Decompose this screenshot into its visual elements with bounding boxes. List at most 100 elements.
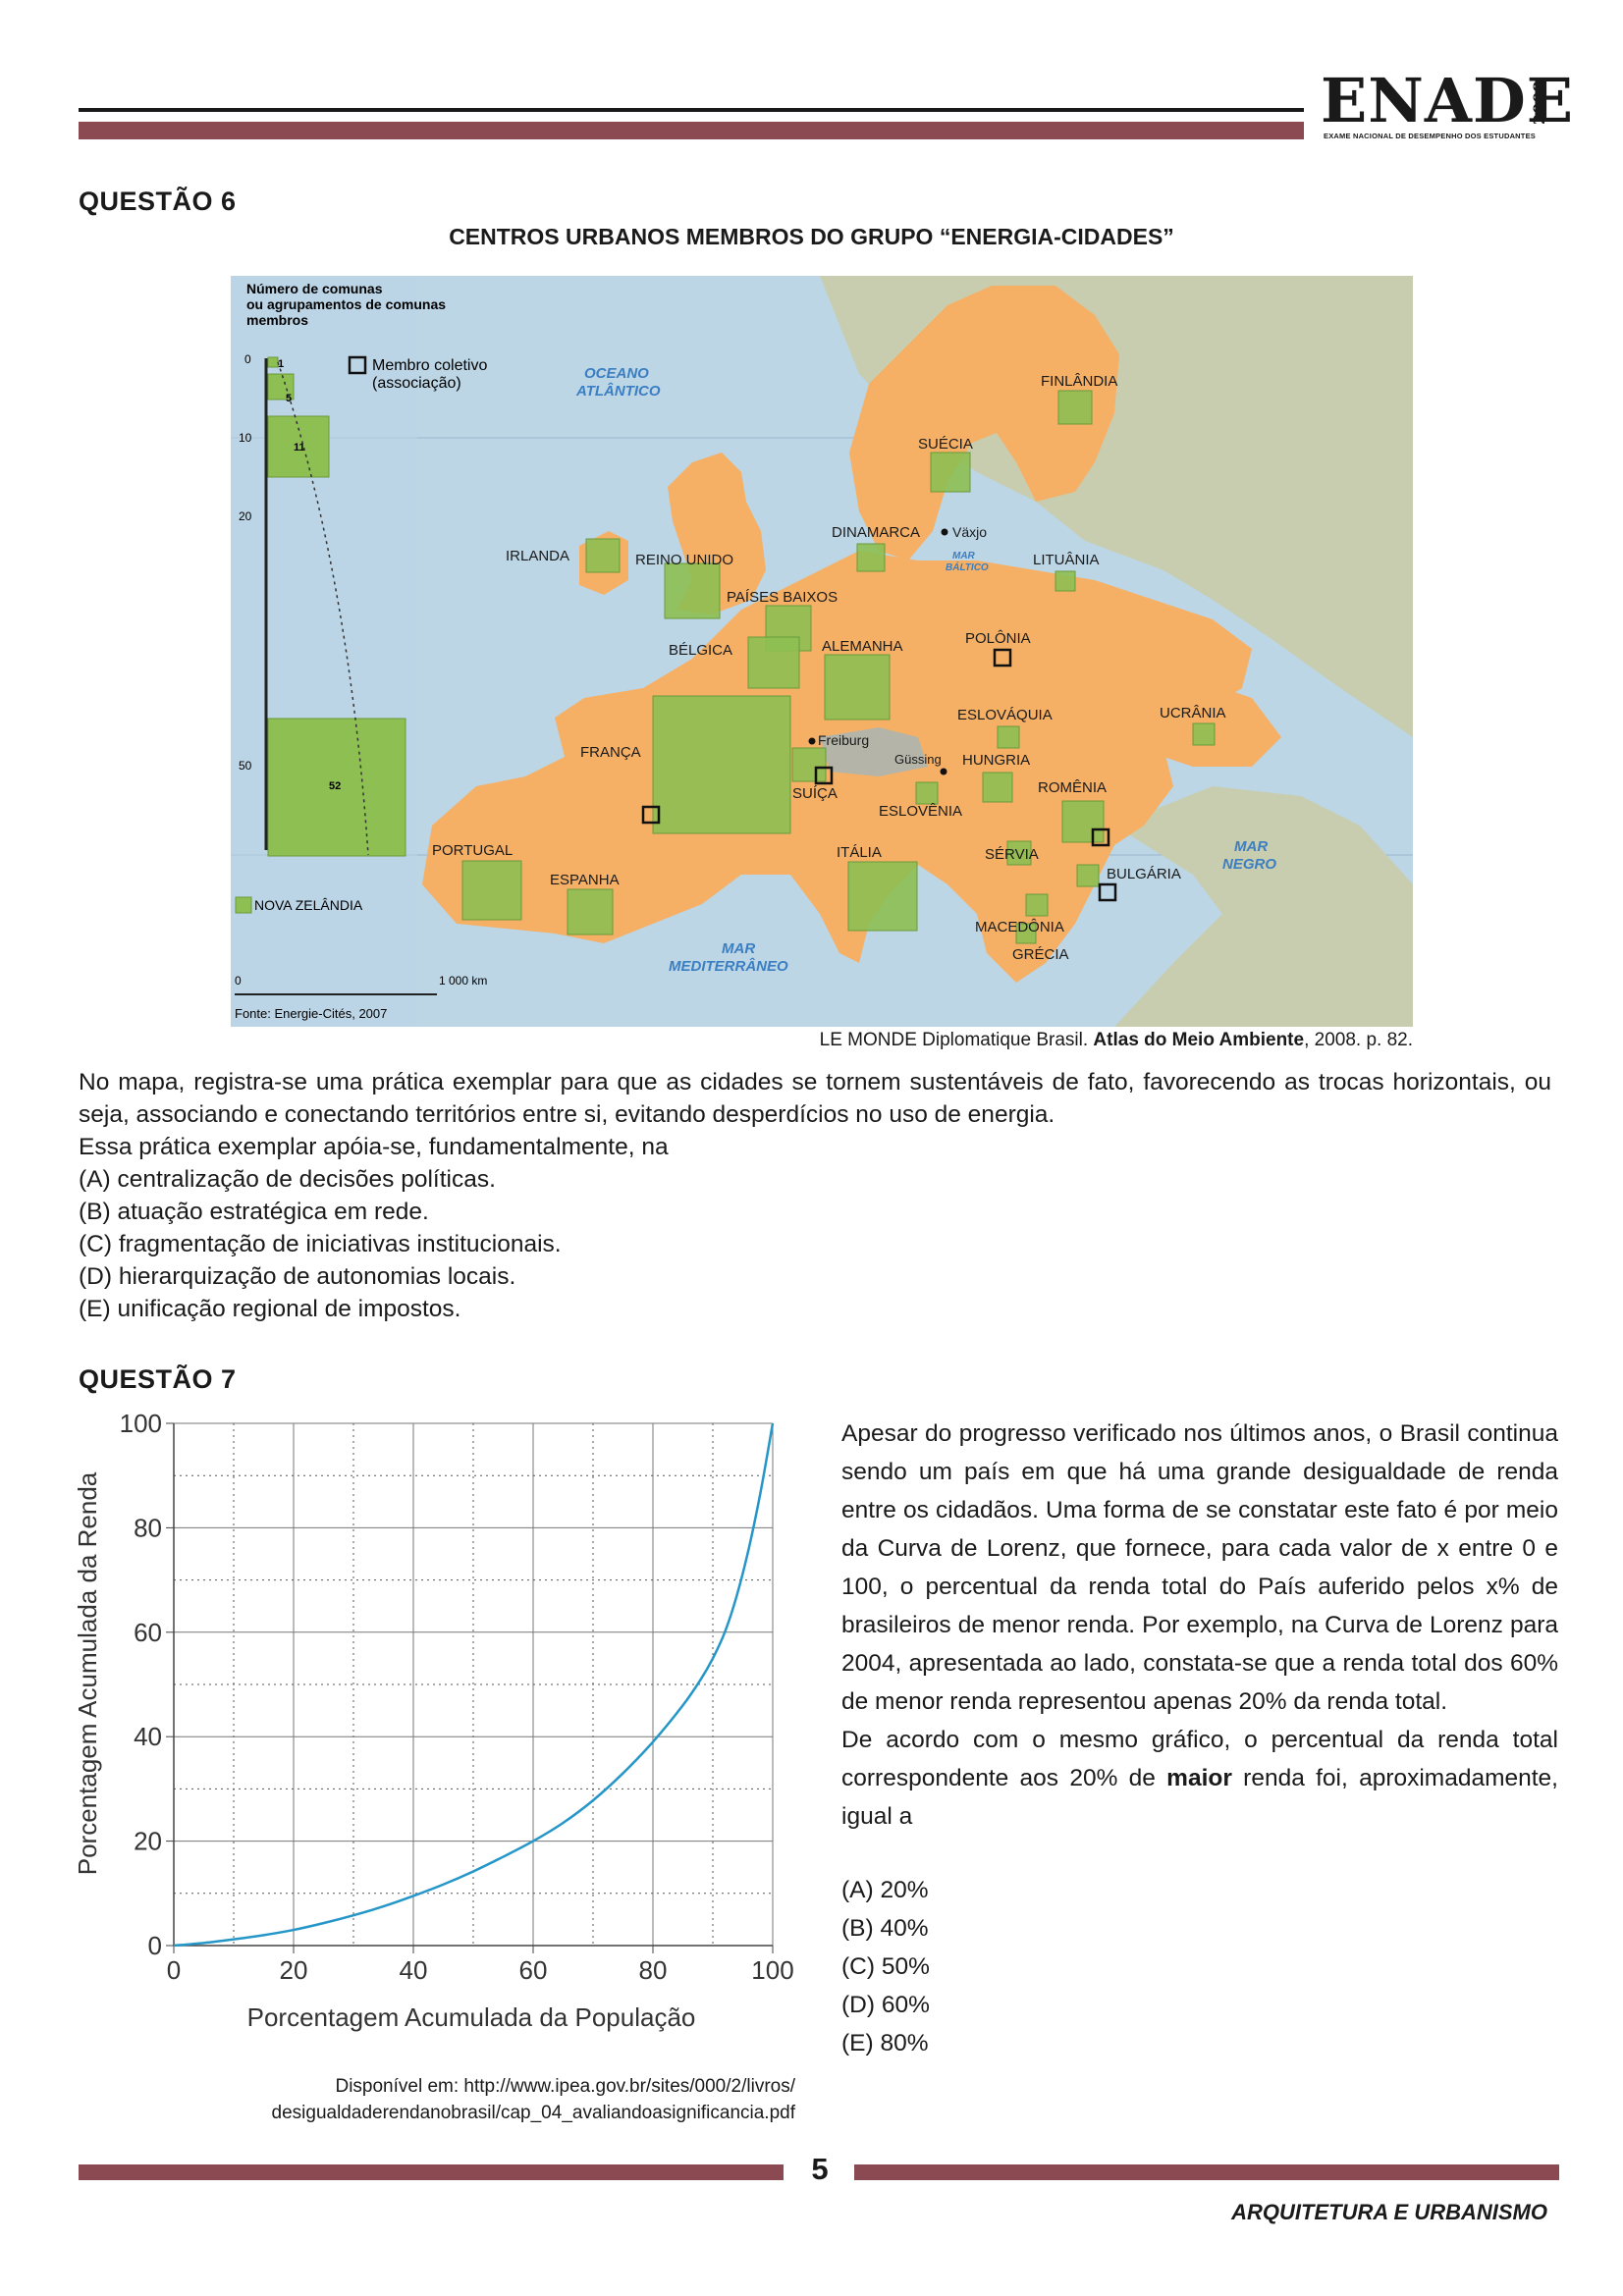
x-tick-label: 60 — [519, 1955, 548, 1985]
label-freiburg: Freiburg — [818, 732, 869, 748]
label-italy: ITÁLIA — [837, 844, 882, 861]
map-figure: Número de comunas ou agrupamentos de com… — [231, 276, 1413, 1027]
y-tick-label: 40 — [134, 1722, 162, 1751]
label-romania: ROMÊNIA — [1038, 779, 1107, 796]
y-tick-label: 20 — [134, 1827, 162, 1856]
x-axis-label: Porcentagem Acumulada da População — [247, 2002, 696, 2032]
scale-start: 0 — [235, 974, 242, 988]
q7-option-d: (D) 60% — [841, 1992, 930, 2018]
label-netherlands: PAÍSES BAIXOS — [727, 589, 838, 606]
europe-map: Número de comunas ou agrupamentos de com… — [231, 276, 1413, 1027]
legend-tick-10: 10 — [239, 431, 252, 445]
legend-square-11 — [267, 415, 330, 478]
square-uk — [664, 562, 721, 619]
city-dots — [808, 528, 948, 775]
legend-square-1 — [267, 356, 279, 368]
q7-option-a: (A) 20% — [841, 1877, 929, 1903]
y-tick-label: 80 — [134, 1513, 162, 1542]
square-macedonia — [1025, 893, 1049, 917]
x-tick-label: 80 — [639, 1955, 668, 1985]
label-greece: GRÉCIA — [1012, 946, 1069, 963]
label-switzerland: SUÍÇA — [792, 785, 838, 802]
label-spain: ESPANHA — [550, 872, 620, 888]
country-labels: FINLÂNDIA SUÉCIA DINAMARCA LITUÂNIA IRLA… — [432, 373, 1226, 963]
y-tick-label: 0 — [148, 1931, 162, 1960]
collective-romania — [1091, 828, 1110, 847]
q6-option-e: (E) unificação regional de impostos. — [79, 1296, 461, 1322]
map-citation: LE MONDE Diplomatique Brasil. Atlas do M… — [231, 1030, 1413, 1051]
label-bulgaria: BULGÁRIA — [1107, 866, 1181, 882]
y-tick-label: 60 — [134, 1618, 162, 1647]
square-bulgaria — [1076, 864, 1100, 887]
q7-option-e: (E) 80% — [841, 2030, 929, 2056]
q7-text2-a: De acordo com o mesmo gráfico, o percent… — [841, 1727, 1558, 1791]
square-belgium — [747, 636, 800, 689]
square-serbia — [1006, 840, 1032, 866]
chart-tick-labels: 0 20 40 60 80 100 0 20 40 60 80 100 — [120, 1409, 794, 1985]
collective-france — [641, 805, 661, 825]
legend-square-52 — [267, 718, 406, 857]
x-tick-label: 100 — [751, 1955, 793, 1985]
label-hungary: HUNGRIA — [962, 752, 1030, 769]
label-ireland: IRLANDA — [506, 548, 569, 564]
label-macedonia: MACEDÔNIA — [975, 919, 1064, 935]
header-rule-thick — [79, 122, 1304, 139]
label-portugal: PORTUGAL — [432, 842, 513, 859]
q7-text2-bold: maior — [1166, 1765, 1232, 1791]
square-lithuania — [1055, 570, 1076, 592]
map-source-label: Fonte: Energie-Cités, 2007 — [235, 1006, 387, 1021]
square-denmark — [856, 543, 886, 572]
nz-square — [235, 896, 252, 914]
square-france — [652, 695, 791, 834]
label-denmark: DINAMARCA — [832, 524, 920, 541]
square-switzerland — [791, 747, 827, 782]
x-tick-label: 40 — [400, 1955, 428, 1985]
question-7-title: QUESTÃO 7 — [79, 1364, 237, 1394]
legend-trend-curve — [277, 361, 369, 856]
legend-collective-line-2: (associação) — [372, 375, 461, 392]
label-uk: REINO UNIDO — [635, 552, 733, 568]
square-spain — [567, 888, 614, 935]
legend-panel — [231, 276, 417, 1027]
collective-bulgaria — [1098, 882, 1117, 902]
legend-value-11: 11 — [294, 442, 305, 454]
sea-black-1: MAR — [1234, 838, 1268, 855]
label-finland: FINLÂNDIA — [1041, 373, 1117, 390]
citation-book: Atlas do Meio Ambiente — [1093, 1030, 1305, 1050]
square-ukraine — [1192, 722, 1216, 746]
q7-text2-b: renda foi, aproximadamente, igual a — [841, 1765, 1558, 1830]
scale-end: 1 000 km — [439, 974, 487, 988]
collective-poland — [993, 648, 1012, 667]
header-rule-thin — [79, 108, 1304, 112]
land-alps — [820, 727, 928, 776]
question-7-text: Apesar do progresso verificado nos últim… — [841, 1415, 1558, 1836]
q6-option-a: (A) centralização de decisões políticas. — [79, 1166, 496, 1193]
land-ukraine — [1046, 678, 1281, 767]
q7-paragraph-1: Apesar do progresso verificado nos últim… — [841, 1420, 1558, 1715]
square-portugal — [461, 860, 522, 921]
square-germany — [824, 654, 891, 721]
chart-axes — [166, 1422, 774, 1953]
square-ireland — [585, 538, 621, 573]
sea-labels: OCEANO ATLÂNTICO MAR BÁLTICO MAR MEDITER… — [575, 365, 1276, 975]
label-sweden: SUÉCIA — [918, 436, 973, 453]
land-nonmember-east — [1114, 786, 1413, 1027]
map-title: CENTROS URBANOS MEMBROS DO GRUPO “ENERGI… — [449, 224, 1174, 249]
sea-atlantic-1: OCEANO — [584, 365, 649, 382]
legend-title-line-2: ou agrupamentos de comunas — [246, 296, 446, 312]
sea-black-2: NEGRO — [1222, 856, 1276, 873]
lorenz-chart: 0 20 40 60 80 100 0 20 40 60 80 100 Porcentagem Acu… — [59, 1404, 815, 2071]
city-dot-gussing — [940, 768, 947, 775]
legend-value-52: 52 — [329, 780, 341, 792]
collective-switzerland — [814, 766, 834, 785]
legend-tick-20: 20 — [239, 509, 252, 523]
logo-year: 2008 — [1530, 80, 1548, 126]
city-dot-freiburg — [808, 737, 816, 745]
label-slovakia: ESLOVÁQUIA — [957, 707, 1053, 723]
sea-baltic-2: BÁLTICO — [946, 561, 989, 573]
square-finland — [1057, 390, 1093, 425]
label-slovenia: ESLOVÊNIA — [879, 803, 962, 820]
label-france: FRANÇA — [580, 744, 641, 761]
square-romania — [1061, 800, 1105, 843]
legend-tick-0: 0 — [244, 352, 251, 366]
